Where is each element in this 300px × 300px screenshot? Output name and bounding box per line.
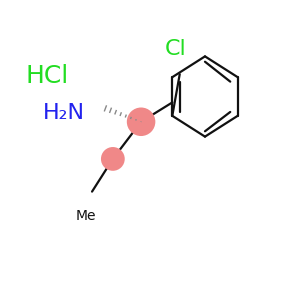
Text: H₂N: H₂N [43, 103, 85, 123]
Text: HCl: HCl [25, 64, 68, 88]
Text: Me: Me [76, 209, 96, 224]
Circle shape [127, 107, 155, 136]
Circle shape [101, 147, 125, 171]
Text: Cl: Cl [165, 39, 187, 59]
